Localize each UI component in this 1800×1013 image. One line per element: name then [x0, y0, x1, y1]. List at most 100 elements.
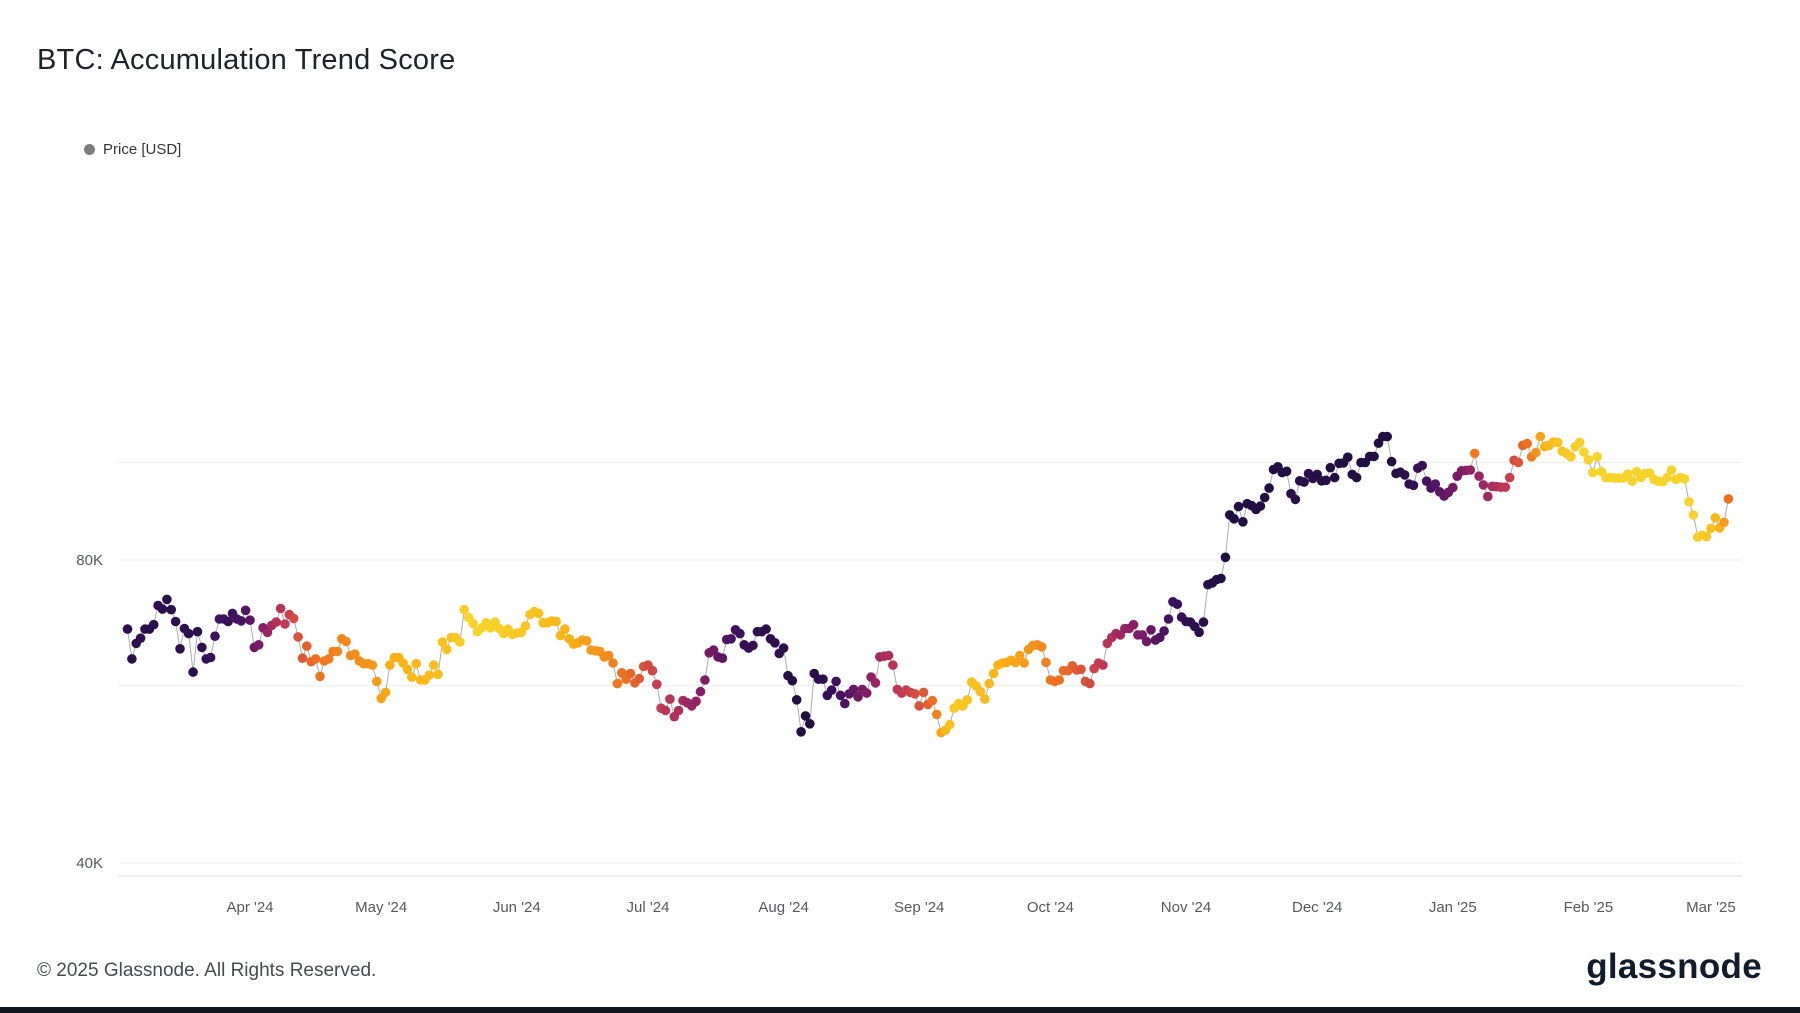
data-point[interactable] — [818, 674, 828, 684]
data-point[interactable] — [1627, 476, 1637, 487]
data-point[interactable] — [280, 619, 290, 629]
data-point[interactable] — [1194, 627, 1204, 638]
data-point[interactable] — [853, 692, 863, 702]
data-point[interactable] — [1172, 599, 1183, 609]
data-point[interactable] — [1085, 678, 1095, 689]
data-point[interactable] — [652, 679, 662, 690]
data-point[interactable] — [1723, 494, 1734, 504]
data-point[interactable] — [1483, 491, 1493, 502]
data-point[interactable] — [433, 669, 443, 680]
data-point[interactable] — [240, 605, 251, 616]
data-point[interactable] — [253, 640, 264, 650]
data-point[interactable] — [297, 653, 308, 663]
data-point[interactable] — [1216, 573, 1226, 584]
data-point[interactable] — [1220, 552, 1231, 563]
data-point[interactable] — [1478, 480, 1489, 490]
data-point[interactable] — [1255, 501, 1266, 511]
data-point[interactable] — [162, 594, 172, 605]
data-point[interactable] — [424, 670, 435, 680]
data-point[interactable] — [1015, 650, 1025, 661]
data-point[interactable] — [1351, 472, 1362, 483]
data-point[interactable] — [1553, 437, 1563, 448]
data-point[interactable] — [1229, 514, 1239, 524]
data-point[interactable] — [148, 619, 159, 630]
data-point[interactable] — [1474, 471, 1484, 482]
data-point[interactable] — [1588, 467, 1598, 478]
data-point[interactable] — [341, 636, 352, 647]
data-point[interactable] — [634, 673, 645, 684]
data-point[interactable] — [831, 676, 841, 687]
data-point[interactable] — [1382, 431, 1392, 442]
data-point[interactable] — [708, 645, 719, 655]
data-point[interactable] — [560, 624, 570, 634]
data-point[interactable] — [310, 654, 321, 664]
data-point[interactable] — [1128, 619, 1139, 630]
data-point[interactable] — [660, 705, 671, 716]
data-point[interactable] — [691, 696, 701, 707]
data-point[interactable] — [582, 636, 592, 646]
data-point[interactable] — [1592, 452, 1602, 462]
data-point[interactable] — [608, 658, 618, 668]
data-point[interactable] — [1325, 462, 1336, 473]
data-point[interactable] — [1513, 457, 1524, 468]
data-point[interactable] — [826, 685, 837, 695]
data-point[interactable] — [1408, 480, 1419, 491]
data-point[interactable] — [796, 727, 806, 737]
data-point[interactable] — [205, 652, 216, 663]
data-point[interactable] — [984, 678, 994, 689]
data-point[interactable] — [1706, 523, 1716, 534]
data-point[interactable] — [223, 616, 233, 627]
data-point[interactable] — [914, 701, 924, 711]
data-point[interactable] — [1238, 517, 1248, 527]
data-point[interactable] — [980, 694, 990, 704]
data-point[interactable] — [1321, 475, 1331, 486]
data-point[interactable] — [533, 608, 544, 619]
data-point[interactable] — [245, 615, 255, 625]
data-point[interactable] — [402, 664, 413, 675]
data-point[interactable] — [805, 719, 815, 729]
data-point[interactable] — [411, 658, 422, 669]
data-point[interactable] — [350, 649, 360, 659]
data-point[interactable] — [1719, 517, 1729, 528]
data-point[interactable] — [888, 660, 898, 670]
data-point[interactable] — [166, 604, 176, 615]
data-point[interactable] — [770, 638, 780, 648]
data-point[interactable] — [1662, 472, 1672, 483]
data-point[interactable] — [673, 705, 684, 716]
data-point[interactable] — [271, 617, 282, 627]
data-point[interactable] — [695, 686, 706, 697]
data-point[interactable] — [551, 616, 561, 627]
data-point[interactable] — [787, 675, 798, 686]
data-point[interactable] — [1146, 625, 1156, 635]
data-point[interactable] — [1679, 474, 1690, 484]
data-point[interactable] — [197, 642, 207, 653]
data-point[interactable] — [778, 643, 789, 653]
data-point[interactable] — [791, 695, 802, 705]
data-point[interactable] — [210, 631, 220, 641]
data-point[interactable] — [988, 668, 999, 679]
data-point[interactable] — [1666, 465, 1677, 475]
data-point[interactable] — [175, 644, 185, 654]
data-point[interactable] — [945, 719, 955, 730]
data-point[interactable] — [665, 694, 675, 704]
data-point[interactable] — [1329, 472, 1340, 483]
data-point[interactable] — [1163, 614, 1174, 624]
data-point[interactable] — [1531, 447, 1541, 458]
data-point[interactable] — [1299, 477, 1309, 487]
data-point[interactable] — [1448, 482, 1458, 493]
data-point[interactable] — [372, 676, 382, 687]
data-point[interactable] — [157, 604, 168, 614]
data-point[interactable] — [931, 709, 942, 720]
data-point[interactable] — [1233, 501, 1244, 512]
data-point[interactable] — [1290, 494, 1301, 505]
data-point[interactable] — [918, 687, 929, 698]
data-point[interactable] — [625, 668, 636, 679]
data-point[interactable] — [1688, 510, 1699, 520]
data-point[interactable] — [367, 660, 378, 670]
data-point[interactable] — [883, 650, 894, 661]
data-point[interactable] — [1019, 658, 1029, 668]
data-point[interactable] — [332, 646, 343, 657]
data-point[interactable] — [455, 637, 465, 647]
data-point[interactable] — [275, 603, 286, 614]
data-point[interactable] — [1504, 472, 1515, 483]
